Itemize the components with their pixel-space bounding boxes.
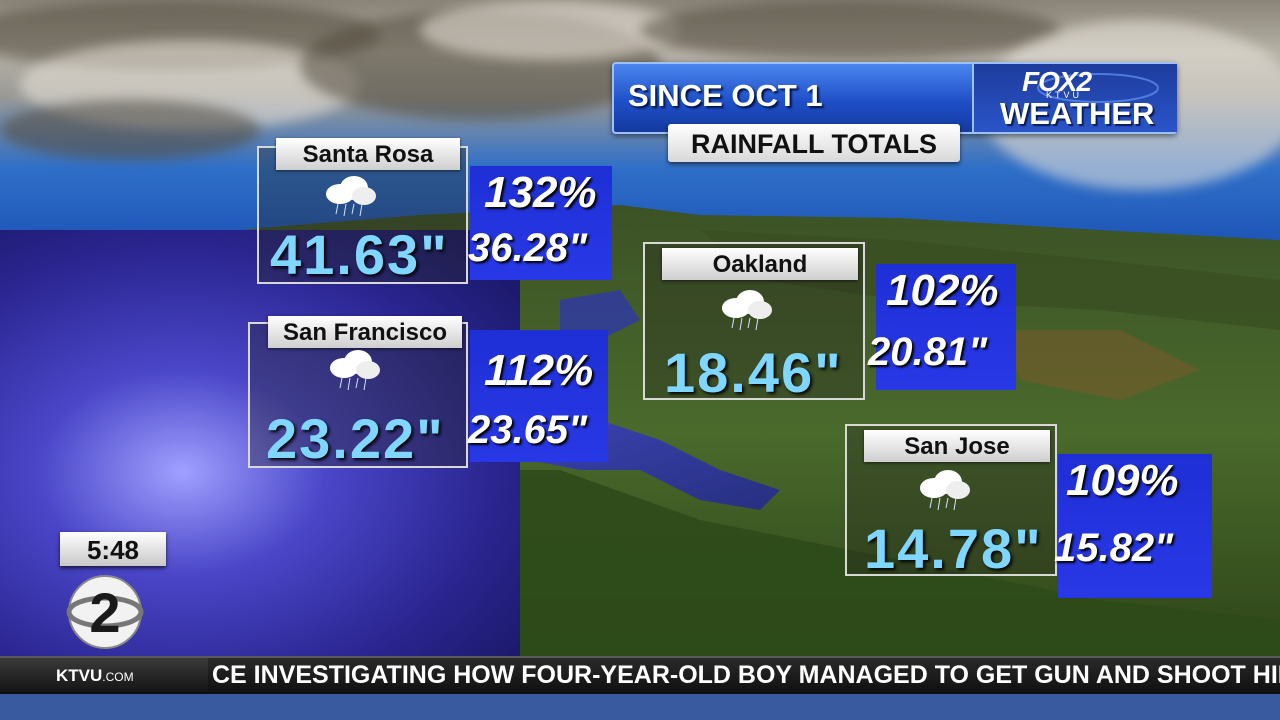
rain-cloud-icon xyxy=(722,290,772,331)
ticker-brand-name: KTVU xyxy=(56,666,103,685)
cloud-shape xyxy=(420,0,680,60)
normal-san-francisco: 23.65" xyxy=(468,408,588,452)
rain-cloud-icon xyxy=(920,470,970,511)
stat-box-oakland xyxy=(876,264,1016,390)
brand-weather-text: WEATHER xyxy=(1000,96,1155,131)
rain-total-san-jose: 14.78" xyxy=(864,517,1043,580)
ticker-brand-suffix: .COM xyxy=(102,670,134,684)
rain-cloud-icon xyxy=(330,350,380,391)
header-title: SINCE OCT 1 xyxy=(628,78,823,113)
station-brand-box xyxy=(972,64,1177,132)
city-name-san-francisco: San Francisco xyxy=(268,316,462,348)
rain-total-san-francisco: 23.22" xyxy=(266,407,445,470)
percent-santa-rosa: 132% xyxy=(484,168,597,217)
fox2-logo-icon: 2 xyxy=(66,575,144,649)
brand-fox-text: FOX2 xyxy=(1022,66,1092,97)
normal-santa-rosa: 36.28" xyxy=(468,226,588,270)
city-name-santa-rosa: Santa Rosa xyxy=(276,138,460,170)
ticker-headline: CE INVESTIGATING HOW FOUR-YEAR-OLD BOY M… xyxy=(212,661,1280,689)
brand-swoosh-icon xyxy=(1037,73,1159,103)
news-ticker-bar xyxy=(0,656,1280,694)
percent-san-jose: 109% xyxy=(1066,456,1179,505)
brand-ktvu-text: KTVU xyxy=(1046,90,1083,100)
normal-san-jose: 15.82" xyxy=(1054,526,1174,570)
cloud-shape xyxy=(0,100,260,160)
percent-oakland: 102% xyxy=(886,266,999,315)
normal-oakland: 20.81" xyxy=(868,330,988,374)
cloud-shape xyxy=(640,0,1060,60)
rain-total-oakland: 18.46" xyxy=(664,341,843,404)
city-name-oakland: Oakland xyxy=(662,248,858,280)
clock-display: 5:48 xyxy=(60,532,166,566)
percent-san-francisco: 112% xyxy=(484,346,594,395)
rain-cloud-icon xyxy=(326,176,376,217)
stat-box-san-jose xyxy=(1058,454,1212,598)
stat-box-san-francisco xyxy=(470,330,608,462)
ticker-brand: KTVU.COM xyxy=(0,658,208,692)
stat-box-santa-rosa xyxy=(470,166,612,280)
rain-total-santa-rosa: 41.63" xyxy=(270,223,449,286)
header-subtitle: RAINFALL TOTALS xyxy=(668,124,960,162)
svg-text:2: 2 xyxy=(89,581,120,644)
city-name-san-jose: San Jose xyxy=(864,430,1050,462)
